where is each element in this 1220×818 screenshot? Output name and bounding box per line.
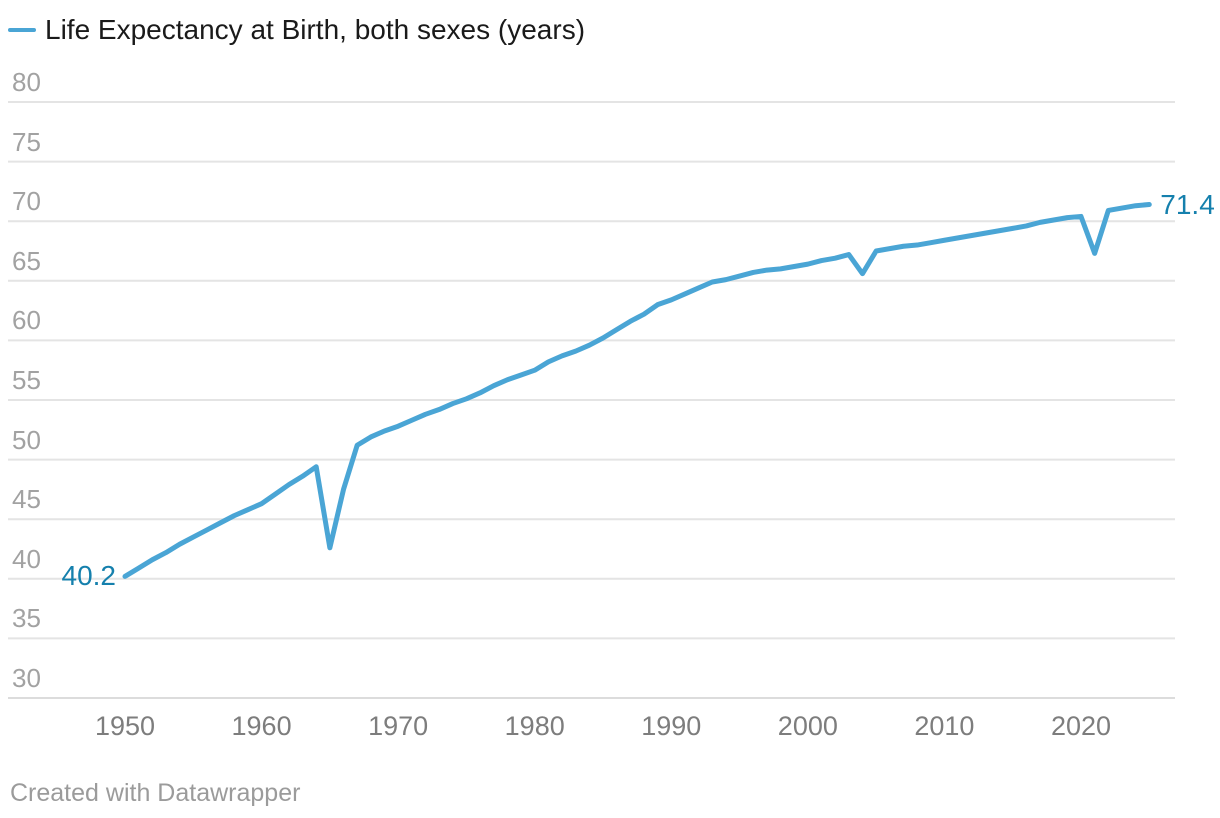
y-tick-label-70: 70 xyxy=(12,186,41,217)
x-tick-label-1970: 1970 xyxy=(368,711,429,741)
legend: Life Expectancy at Birth, both sexes (ye… xyxy=(8,13,585,47)
x-tick-label-1990: 1990 xyxy=(641,711,702,741)
y-tick-label-65: 65 xyxy=(12,245,41,276)
y-tick-label-60: 60 xyxy=(12,305,41,336)
y-tick-label-45: 45 xyxy=(12,484,41,515)
x-tick-label-2000: 2000 xyxy=(777,711,838,741)
footer-credit: Created with Datawrapper xyxy=(10,779,301,807)
y-tick-label-55: 55 xyxy=(12,365,41,395)
legend-line-swatch-icon xyxy=(8,28,36,32)
x-tick-label-1980: 1980 xyxy=(504,711,565,741)
x-tick-label-2010: 2010 xyxy=(914,711,975,741)
x-tick-label-1960: 1960 xyxy=(231,711,292,741)
y-tick-label-40: 40 xyxy=(12,543,41,574)
y-tick-label-50: 50 xyxy=(12,424,41,455)
y-tick-label-30: 30 xyxy=(12,663,41,693)
legend-label: Life Expectancy at Birth, both sexes (ye… xyxy=(45,14,586,45)
end-value-label: 71.4 xyxy=(1160,188,1215,220)
x-tick-label-1950: 1950 xyxy=(94,711,156,741)
x-tick-label-2020: 2020 xyxy=(1050,711,1112,741)
y-tick-label-35: 35 xyxy=(12,603,41,634)
y-tick-label-75: 75 xyxy=(12,126,41,157)
y-tick-label-80: 80 xyxy=(12,67,41,97)
start-value-label: 40.2 xyxy=(61,560,117,592)
data-line xyxy=(122,202,1152,579)
